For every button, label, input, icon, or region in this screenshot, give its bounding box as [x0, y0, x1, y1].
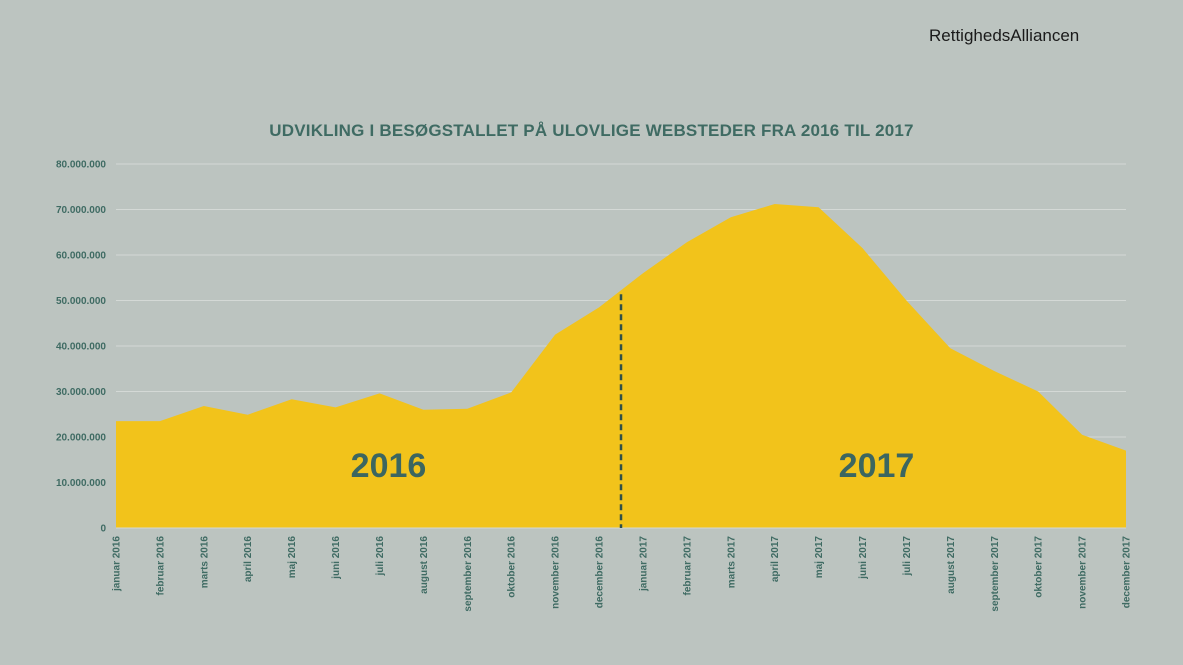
x-tick-label: september 2016: [463, 536, 474, 612]
x-tick-label: februar 2016: [155, 536, 166, 596]
y-tick-label: 40.000.000: [56, 342, 106, 353]
x-tick-label: januar 2016: [112, 536, 123, 592]
x-tick-label: august 2017: [946, 536, 957, 594]
x-tick-label: marts 2017: [726, 536, 737, 589]
y-tick-label: 50.000.000: [56, 296, 106, 307]
y-tick-label: 30.000.000: [56, 387, 106, 398]
x-tick-label: september 2017: [990, 536, 1001, 612]
brand-label: RettighedsAlliancen: [929, 26, 1080, 45]
x-tick-label: oktober 2016: [507, 536, 518, 598]
year-label-2016: 2016: [351, 447, 427, 485]
x-tick-label: november 2017: [1078, 536, 1089, 609]
y-axis: 0 10.000.000 20.000.000 30.000.000 40.000.00…: [56, 160, 107, 535]
y-tick-label: 10.000.000: [56, 478, 106, 489]
x-tick-label: juni 2017: [858, 536, 869, 580]
y-tick-label: 20.000.000: [56, 433, 106, 444]
x-tick-label: juni 2016: [331, 536, 342, 580]
x-tick-label: juli 2016: [375, 536, 386, 577]
y-tick-label: 60.000.000: [56, 251, 106, 262]
x-tick-label: april 2016: [243, 536, 254, 583]
chart-title: UDVIKLING I BESØGSTALLET PÅ ULOVLIGE WEB…: [269, 121, 914, 140]
x-tick-label: oktober 2017: [1034, 536, 1045, 598]
x-tick-label: april 2017: [770, 536, 781, 583]
x-axis: januar 2016 februar 2016 marts 2016 april 2…: [112, 536, 1133, 612]
y-tick-label: 80.000.000: [56, 160, 106, 171]
x-tick-label: februar 2017: [682, 536, 693, 596]
x-tick-label: december 2016: [595, 536, 606, 609]
y-tick-label: 0: [100, 524, 106, 535]
x-tick-label: marts 2016: [199, 536, 210, 589]
y-tick-label: 70.000.000: [56, 205, 106, 216]
x-tick-label: november 2016: [551, 536, 562, 609]
x-tick-label: juli 2017: [902, 536, 913, 577]
x-tick-label: august 2016: [419, 536, 430, 594]
year-label-2017: 2017: [839, 447, 915, 485]
x-tick-label: maj 2017: [814, 536, 825, 579]
annotation-layer: 2016 2017: [351, 294, 915, 528]
x-tick-label: maj 2016: [287, 536, 298, 579]
x-tick-label: januar 2017: [638, 536, 649, 592]
x-tick-label: december 2017: [1122, 536, 1133, 609]
